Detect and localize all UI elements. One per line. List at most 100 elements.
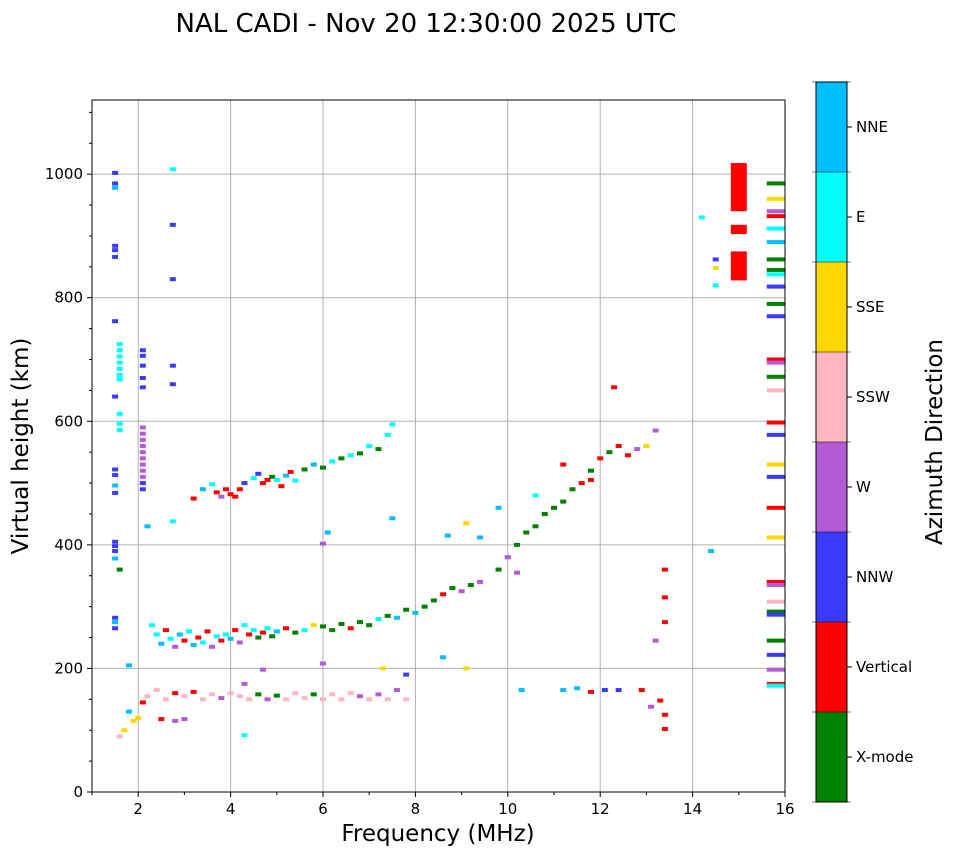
- y-axis-ticks: 0 200 400 600 800 1000: [45, 111, 92, 801]
- echo-point: [181, 694, 188, 699]
- colorbar-label-ssw: SSW: [856, 388, 890, 406]
- colorbar-segment: [816, 442, 847, 532]
- echo-point: [766, 374, 785, 379]
- echo-point: [116, 567, 123, 572]
- echo-point: [213, 634, 220, 639]
- colorbar-segment: [816, 532, 847, 622]
- echo-point: [135, 715, 142, 720]
- echo-point: [560, 462, 567, 467]
- echo-point: [283, 697, 290, 702]
- echo-point: [384, 432, 391, 437]
- echo-point: [222, 487, 229, 492]
- echo-point: [130, 718, 137, 723]
- echo-point: [199, 487, 206, 492]
- echo-point: [301, 467, 308, 472]
- echo-point: [139, 385, 146, 390]
- echo-point: [458, 589, 465, 594]
- echo-point: [236, 640, 243, 645]
- echo-point: [320, 465, 326, 470]
- echo-point: [116, 734, 123, 739]
- echo-point: [444, 533, 451, 538]
- echo-point: [504, 555, 511, 560]
- echo-point: [116, 411, 123, 416]
- echo-point: [112, 243, 119, 248]
- echo-point: [169, 222, 176, 227]
- colorbar-label-vertical: Vertical: [856, 658, 912, 676]
- echo-point: [264, 477, 271, 482]
- echo-point: [766, 432, 785, 437]
- echo-point: [766, 583, 785, 588]
- echo-point: [255, 692, 262, 697]
- echo-point: [250, 476, 257, 481]
- echo-point: [611, 385, 618, 390]
- echo-point: [310, 623, 317, 628]
- echo-point: [139, 444, 146, 448]
- echo-point: [181, 717, 188, 722]
- echo-point: [125, 663, 132, 668]
- echo-point: [560, 688, 567, 693]
- echo-point: [766, 181, 785, 186]
- echo-point: [144, 694, 151, 699]
- echo-point: [440, 655, 447, 660]
- echo-point: [172, 718, 179, 723]
- echo-point: [255, 471, 262, 476]
- echo-point: [766, 267, 785, 272]
- echo-point: [347, 626, 354, 631]
- echo-point: [125, 709, 132, 714]
- colorbar-label-sse: SSE: [856, 298, 885, 316]
- echo-point: [532, 524, 539, 529]
- x-axis-label: Frequency (MHz): [341, 821, 534, 847]
- echo-point: [766, 683, 785, 688]
- echo-point: [601, 688, 608, 693]
- echo-point: [766, 609, 785, 614]
- echo-point: [236, 487, 243, 492]
- echo-point: [403, 672, 410, 677]
- echo-point: [153, 688, 160, 693]
- echo-point: [112, 626, 119, 631]
- echo-point: [259, 667, 266, 672]
- echo-point: [250, 628, 257, 633]
- echo-point: [283, 626, 290, 631]
- echo-point: [712, 257, 719, 262]
- echo-point: [393, 688, 400, 693]
- echo-point: [246, 632, 253, 637]
- echo-point: [139, 431, 146, 436]
- colorbar-segment: [816, 352, 847, 442]
- echo-point: [347, 691, 354, 696]
- echo-point: [766, 599, 785, 604]
- echo-point: [112, 185, 119, 190]
- echo-point: [112, 544, 119, 549]
- echo-point: [698, 215, 705, 220]
- colorbar-label-nne: NNE: [856, 118, 888, 136]
- echo-point: [158, 717, 165, 722]
- echo-point: [169, 519, 176, 524]
- echo-point: [375, 692, 382, 697]
- colorbar-segment: [816, 262, 847, 352]
- echo-point: [190, 496, 197, 501]
- echo-point: [218, 638, 225, 643]
- echo-point: [375, 617, 382, 621]
- echo-point: [329, 628, 336, 633]
- echo-point: [320, 697, 326, 702]
- x-tick-label: 10: [498, 800, 517, 818]
- echo-point: [116, 360, 123, 365]
- x-tick-label: 16: [775, 800, 794, 818]
- echo-point: [139, 468, 146, 473]
- echo-point: [766, 301, 785, 306]
- echo-point: [766, 535, 785, 540]
- echo-point: [112, 248, 119, 253]
- echo-point: [393, 615, 400, 620]
- echo-point: [112, 181, 119, 186]
- echo-point: [273, 693, 280, 698]
- echo-point: [532, 493, 539, 498]
- echo-point: [320, 541, 326, 546]
- echo-point: [139, 363, 146, 368]
- echo-point: [329, 692, 336, 697]
- echo-point: [112, 394, 119, 399]
- echo-point: [116, 366, 123, 371]
- echo-point: [366, 623, 373, 628]
- colorbar-segment: [816, 82, 847, 172]
- echo-point: [139, 376, 146, 381]
- echo-point: [301, 628, 308, 633]
- echo-point: [264, 697, 271, 702]
